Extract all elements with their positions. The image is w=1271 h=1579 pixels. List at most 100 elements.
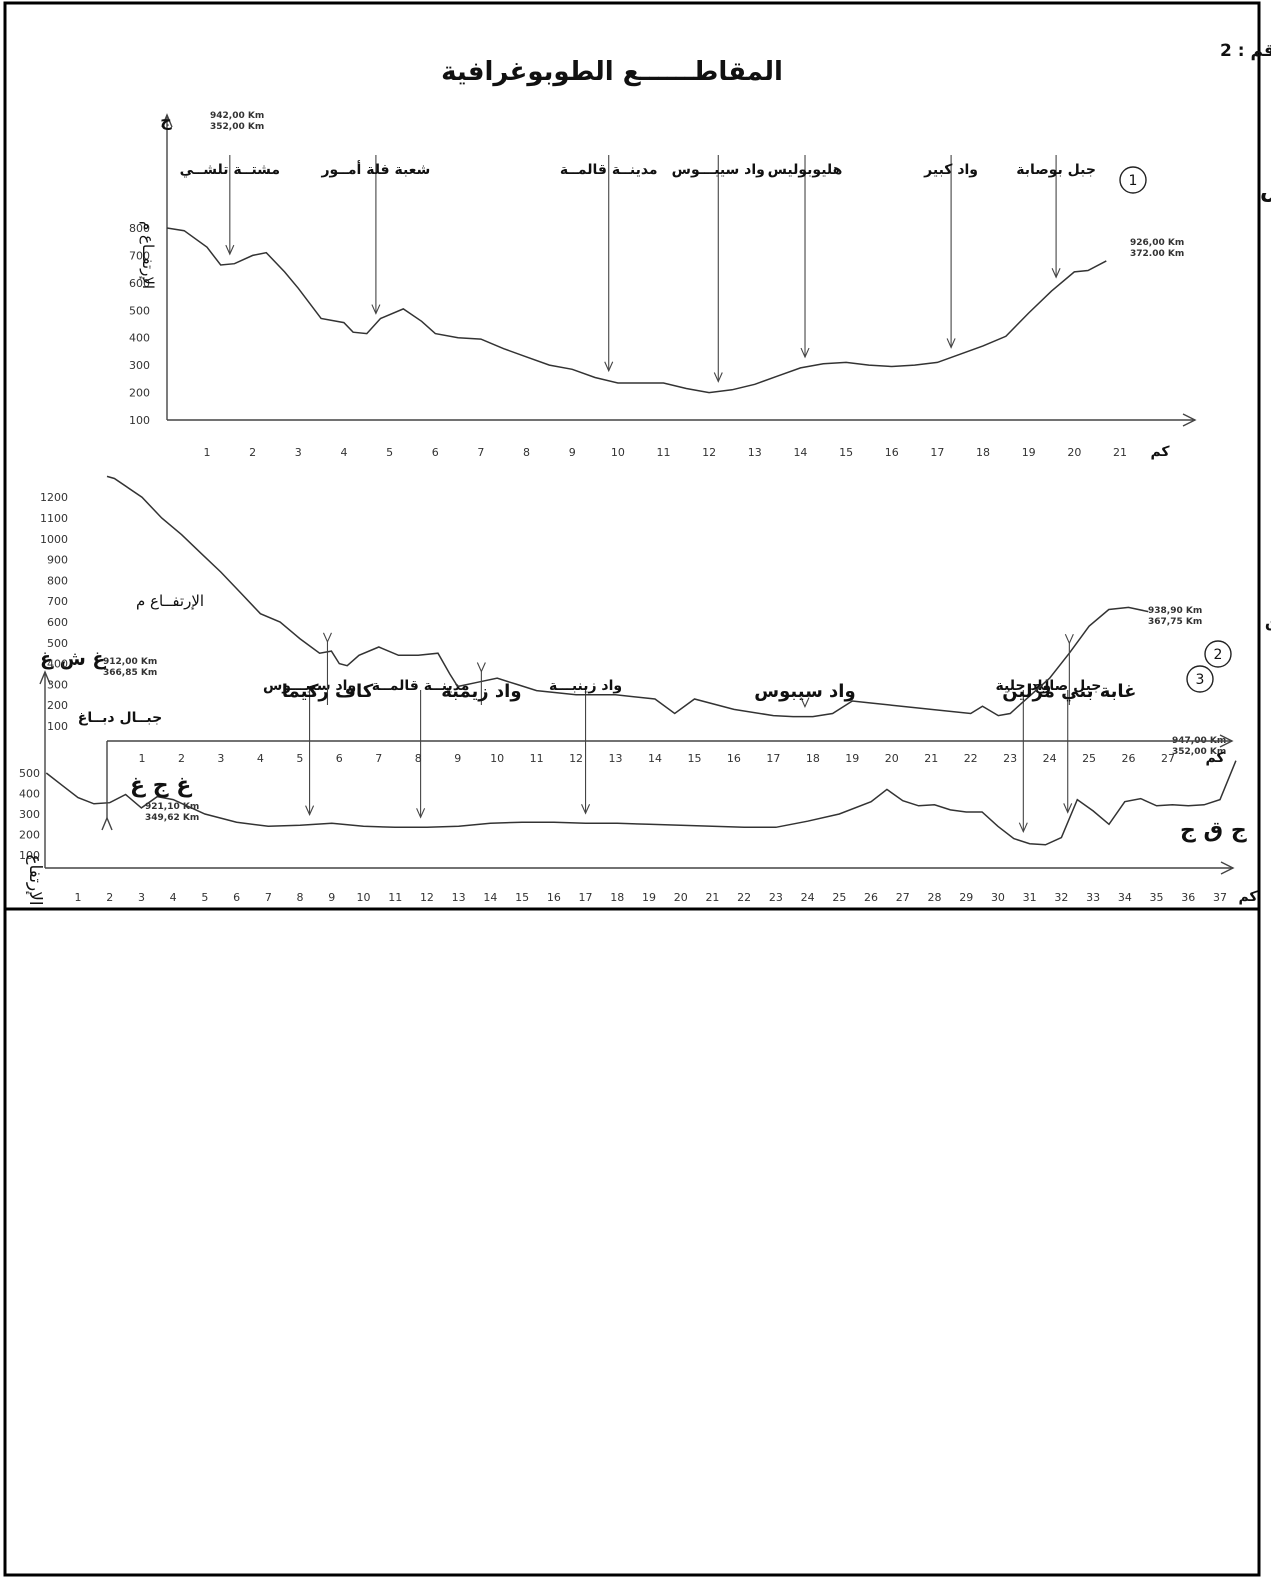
y-tick-label: 1000 — [40, 533, 68, 546]
y-tick-label: 500 — [47, 637, 68, 650]
y-axis-arrow — [101, 816, 113, 831]
annotation-label: كاف ركيما — [282, 681, 374, 702]
x-tick-label: 18 — [806, 752, 820, 765]
y-tick-label: 200 — [47, 699, 68, 712]
x-tick-label: 5 — [386, 446, 393, 459]
x-tick-label: 16 — [727, 752, 741, 765]
x-tick-label: 8 — [297, 891, 304, 904]
x-tick-label: 30 — [991, 891, 1005, 904]
profile-number-circle — [1204, 640, 1232, 668]
y-axis-label: الإرتفــاع م — [139, 221, 157, 289]
annotation-label: واد زينبـــة — [549, 678, 622, 694]
x-tick-label: 22 — [964, 752, 978, 765]
x-tick-label: 16 — [885, 446, 899, 459]
y-tick-label: 600 — [129, 277, 150, 290]
profile-number-circle — [1186, 665, 1214, 693]
x-tick-label: 26 — [1122, 752, 1136, 765]
x-tick-label: 21 — [1113, 446, 1127, 459]
frame-bottom — [3, 907, 1261, 1577]
x-tick-label: 10 — [357, 891, 371, 904]
start-coord-2: 352,00 Km — [210, 122, 264, 132]
annotation-label: مشتــة تلشــي — [180, 162, 281, 178]
annotation-label: جبل صالح — [1034, 678, 1101, 694]
x-tick-label: 12 — [420, 891, 434, 904]
x-tick-label: 16 — [547, 891, 561, 904]
x-tick-label: 20 — [1067, 446, 1081, 459]
y-tick-label: 600 — [47, 616, 68, 629]
annotation-label: واد سيبـــوس — [263, 678, 356, 694]
y-axis-label: الإرتفــاع م — [136, 592, 204, 610]
annotation-label: مدينــة قالمــة — [372, 678, 470, 694]
y-axis-label: الإرتفاع — [25, 854, 45, 905]
x-tick-label: 2 — [106, 891, 113, 904]
x-tick-label: 24 — [1043, 752, 1057, 765]
x-tick-label: 8 — [523, 446, 530, 459]
y-tick-label: 300 — [129, 359, 150, 372]
direction-end-label: ج — [160, 111, 172, 130]
start-coord-2: 366,85 Km — [103, 668, 157, 678]
end-coord-2: 367,75 Km — [1148, 617, 1202, 627]
x-unit-label: كم — [1238, 889, 1258, 905]
start-coord-2: 349,62 Km — [145, 813, 199, 823]
x-tick-label: 23 — [1003, 752, 1017, 765]
x-tick-label: 18 — [610, 891, 624, 904]
x-tick-label: 17 — [579, 891, 593, 904]
annotation-arrowhead — [225, 244, 235, 256]
x-tick-label: 7 — [375, 752, 382, 765]
y-tick-label: 700 — [129, 249, 150, 262]
x-tick-label: 15 — [515, 891, 529, 904]
x-tick-label: 1 — [75, 891, 82, 904]
y-axis-arrow — [161, 113, 173, 128]
annotation-arrowhead — [800, 347, 810, 359]
y-tick-label: 1100 — [40, 512, 68, 525]
x-tick-label: 4 — [170, 891, 177, 904]
annotation-arrowhead — [604, 361, 614, 373]
x-tick-label: 14 — [483, 891, 497, 904]
x-tick-label: 28 — [928, 891, 942, 904]
x-tick-label: 34 — [1118, 891, 1132, 904]
direction-end-label: ش ق ق — [1265, 612, 1271, 631]
x-tick-label: 19 — [642, 891, 656, 904]
x-tick-label: 2 — [249, 446, 256, 459]
x-tick-label: 10 — [611, 446, 625, 459]
annotation-label: واد سيبوس — [754, 681, 855, 702]
x-axis-arrow — [1220, 861, 1235, 875]
annotation-label: واد سيبـــوس — [672, 162, 765, 178]
annotation-arrowhead — [1051, 268, 1061, 279]
direction-start-label: غ ج غ — [130, 773, 192, 798]
annotation-label: غابة بني مزلين — [1002, 681, 1136, 702]
x-tick-label: 12 — [702, 446, 716, 459]
elevation-profile-line — [106, 475, 1149, 718]
x-tick-label: 6 — [432, 446, 439, 459]
x-tick-label: 25 — [832, 891, 846, 904]
x-tick-label: 13 — [452, 891, 466, 904]
y-tick-label: 200 — [129, 387, 150, 400]
annotation-label: هليوبوليس — [768, 162, 843, 178]
y-axis-arrow — [39, 670, 51, 685]
page-title: المقاطــــــع الطوبوغرافية — [441, 57, 783, 87]
annotation-arrowhead — [713, 372, 723, 383]
annotation-arrowhead — [371, 304, 381, 315]
x-tick-label: 24 — [801, 891, 815, 904]
x-tick-label: 27 — [1161, 752, 1175, 765]
end-coord-2: 372.00 Km — [1130, 249, 1184, 259]
y-tick-label: 100 — [19, 849, 40, 862]
x-tick-label: 3 — [138, 891, 145, 904]
direction-start-label: غ ش غ — [40, 648, 106, 670]
end-coord-1: 926,00 Km — [1130, 238, 1184, 248]
profile-2-chart: 1 2 3 4 5 6 7 8 9 10 11 12 13 14 15 16 17 18 19 20 21 22 23 24 2… — [19, 592, 1271, 905]
x-tick-label: 13 — [609, 752, 623, 765]
profile-1-chart: 1 2 3 4 5 6 7 8 9 10 11 12 13 14 15 16 17 18 19 20 21 كم10020… — [129, 111, 1271, 460]
figure-label: شكل رقم : 2 — [1220, 41, 1271, 61]
x-tick-label: 4 — [340, 446, 347, 459]
elevation-profile-line — [45, 760, 1237, 846]
annotation-arrowhead — [1064, 633, 1074, 645]
end-coord-1: 938,90 Km — [1148, 606, 1202, 616]
x-tick-label: 11 — [657, 446, 671, 459]
start-coord-1: 942,00 Km — [210, 111, 264, 121]
y-tick-label: 900 — [47, 554, 68, 567]
x-tick-label: 23 — [769, 891, 783, 904]
x-tick-label: 4 — [257, 752, 264, 765]
annotation-arrowhead — [800, 697, 810, 708]
y-tick-label: 400 — [19, 788, 40, 801]
